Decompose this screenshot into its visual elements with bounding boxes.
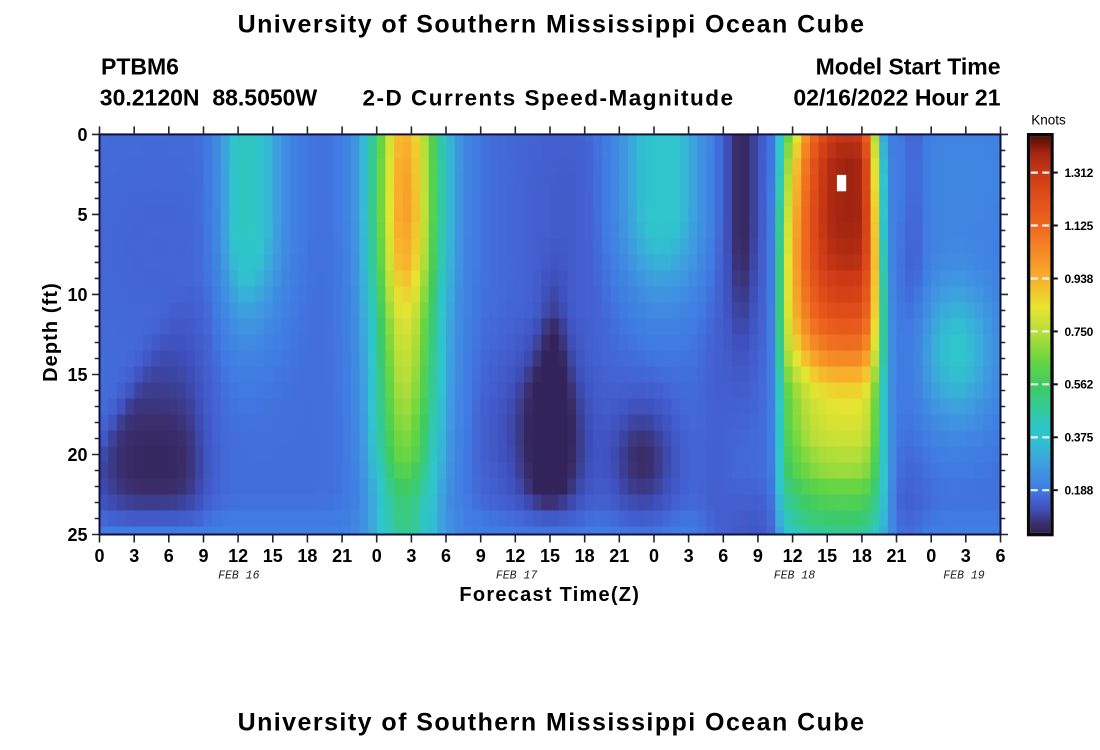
svg-text:9: 9 — [198, 546, 208, 566]
svg-text:Model Start Time: Model Start Time — [816, 54, 1001, 80]
svg-text:18: 18 — [297, 546, 317, 566]
svg-text:15: 15 — [540, 546, 560, 566]
svg-text:6: 6 — [164, 546, 174, 566]
svg-text:3: 3 — [406, 546, 416, 566]
svg-text:0.750: 0.750 — [1065, 325, 1094, 339]
svg-text:12: 12 — [505, 546, 525, 566]
svg-text:18: 18 — [575, 546, 595, 566]
svg-text:6: 6 — [441, 546, 451, 566]
svg-text:3: 3 — [684, 546, 694, 566]
svg-text:02/16/2022 Hour 21: 02/16/2022 Hour 21 — [793, 84, 1000, 110]
svg-text:6: 6 — [718, 546, 728, 566]
svg-text:0.562: 0.562 — [1065, 378, 1094, 392]
svg-text:15: 15 — [263, 546, 283, 566]
svg-text:0.938: 0.938 — [1065, 272, 1094, 286]
svg-text:21: 21 — [609, 546, 629, 566]
svg-text:6: 6 — [995, 546, 1005, 566]
svg-text:12: 12 — [228, 546, 248, 566]
svg-text:University of Southern Mississ: University of Southern Mississippi Ocean… — [238, 709, 866, 737]
svg-text:1.125: 1.125 — [1065, 219, 1094, 233]
svg-text:3: 3 — [129, 546, 139, 566]
svg-text:0: 0 — [77, 125, 87, 145]
svg-text:Depth (ft): Depth (ft) — [40, 282, 62, 382]
svg-text:0: 0 — [649, 546, 659, 566]
svg-text:FEB 16: FEB 16 — [218, 570, 260, 583]
svg-text:Knots: Knots — [1031, 113, 1066, 128]
svg-text:21: 21 — [886, 546, 906, 566]
svg-text:5: 5 — [77, 205, 87, 225]
svg-text:9: 9 — [476, 546, 486, 566]
svg-text:1.312: 1.312 — [1065, 166, 1094, 180]
svg-text:3: 3 — [961, 546, 971, 566]
svg-text:21: 21 — [332, 546, 352, 566]
svg-text:PTBM6: PTBM6 — [101, 54, 179, 80]
svg-text:25: 25 — [67, 525, 87, 545]
svg-text:10: 10 — [67, 285, 87, 305]
svg-text:Forecast Time(Z): Forecast Time(Z) — [459, 584, 640, 606]
svg-text:18: 18 — [852, 546, 872, 566]
svg-text:15: 15 — [67, 365, 87, 385]
svg-text:15: 15 — [817, 546, 837, 566]
svg-text:20: 20 — [67, 445, 87, 465]
svg-text:9: 9 — [753, 546, 763, 566]
svg-text:University of Southern Mississ: University of Southern Mississippi Ocean… — [238, 11, 866, 39]
svg-text:FEB 18: FEB 18 — [774, 570, 816, 583]
svg-text:12: 12 — [783, 546, 803, 566]
svg-text:0.375: 0.375 — [1065, 431, 1094, 445]
svg-text:FEB 17: FEB 17 — [496, 570, 538, 583]
svg-text:30.2120N 88.5050W: 30.2120N 88.5050W — [100, 84, 318, 110]
svg-text:0.188: 0.188 — [1065, 484, 1094, 498]
svg-text:2-D Currents Speed-Magnitude: 2-D Currents Speed-Magnitude — [362, 85, 734, 110]
svg-text:0: 0 — [372, 546, 382, 566]
svg-text:0: 0 — [94, 546, 104, 566]
svg-text:FEB 19: FEB 19 — [943, 570, 985, 583]
svg-text:0: 0 — [926, 546, 936, 566]
